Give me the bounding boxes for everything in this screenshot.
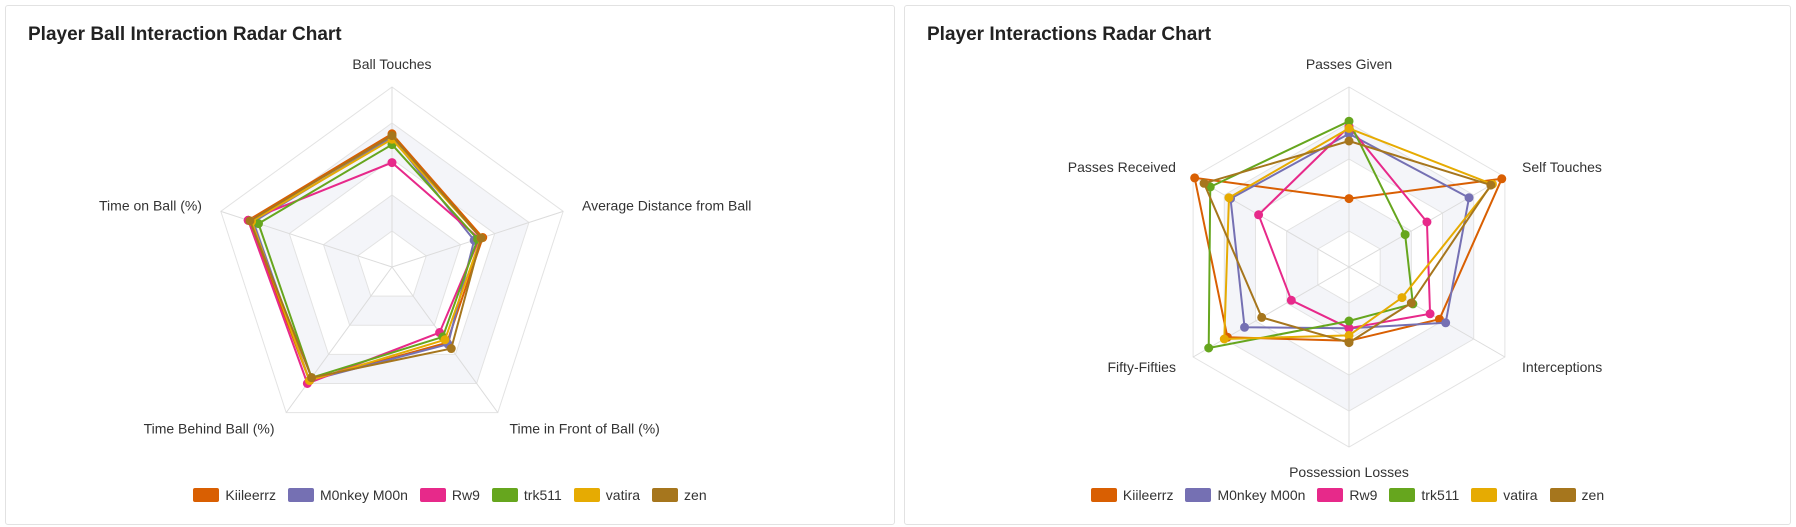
series-line-trk511	[257, 143, 479, 379]
player-interactions-chart-panel: Player Interactions Radar Chart Passes G…	[904, 5, 1791, 525]
data-point-vatira[interactable]	[1224, 193, 1234, 203]
legend-item-m0nkey-m00n[interactable]: M0nkey M00n	[1185, 487, 1305, 503]
legend-label: trk511	[1421, 487, 1460, 503]
legend-swatch	[1317, 488, 1344, 502]
legend-swatch	[491, 488, 518, 502]
legend-label: Rw9	[1349, 487, 1378, 503]
axis-label-self-touches: Self Touches	[1522, 159, 1602, 175]
legend-swatch	[1471, 488, 1498, 502]
ball-interaction-radar: Ball Touches Average Distance from Ball Ti…	[99, 56, 751, 437]
legend-swatch	[1090, 488, 1117, 502]
legend-swatch	[573, 488, 600, 502]
legend-item-m0nkey-m00n[interactable]: M0nkey M00n	[287, 487, 408, 503]
axis-label-time-in-front-of-ball: Time in Front of Ball (%)	[509, 421, 659, 437]
data-point-zen[interactable]	[476, 233, 486, 243]
legend-label: Kiileerrz	[1122, 487, 1174, 503]
legend-label: zen	[684, 487, 707, 503]
axis-label-passes-received: Passes Received	[1068, 159, 1176, 175]
chart-title: Player Interactions Radar Chart	[927, 24, 1212, 45]
data-point-m0nkey-m00n[interactable]	[1441, 318, 1451, 328]
data-point-vatira[interactable]	[440, 335, 450, 345]
data-point-zen[interactable]	[1344, 338, 1354, 348]
legend-label: Rw9	[451, 487, 480, 503]
legend-item-rw9[interactable]: Rw9	[1317, 487, 1377, 503]
legend-item-kiileerrz[interactable]: Kiileerrz	[193, 487, 276, 503]
axis-label-time-behind-ball: Time Behind Ball (%)	[144, 421, 275, 437]
data-point-m0nkey-m00n[interactable]	[1240, 322, 1250, 332]
data-point-vatira[interactable]	[1219, 334, 1229, 344]
axis-label-time-on-ball: Time on Ball (%)	[99, 197, 202, 213]
legend-item-rw9[interactable]: Rw9	[419, 487, 480, 503]
legend-swatch	[193, 488, 220, 502]
data-point-kiileerrz[interactable]	[1344, 194, 1354, 204]
axis-spoke	[1192, 176, 1350, 268]
legend-label: vatira	[1503, 487, 1538, 503]
data-point-kiileerrz[interactable]	[1190, 173, 1200, 183]
legend-item-zen[interactable]: zen	[1549, 487, 1605, 503]
axis-label-ball-touches: Ball Touches	[352, 56, 431, 72]
data-point-rw9[interactable]	[1422, 217, 1432, 227]
data-point-zen[interactable]	[446, 344, 456, 354]
legend-item-kiileerrz[interactable]: Kiileerrz	[1090, 487, 1174, 503]
legend-label: Kiileerrz	[225, 487, 276, 503]
data-point-rw9[interactable]	[1254, 210, 1264, 220]
data-point-rw9[interactable]	[1286, 295, 1296, 305]
legend-swatch	[652, 488, 679, 502]
data-point-zen[interactable]	[1486, 180, 1496, 190]
data-point-zen[interactable]	[1406, 298, 1416, 308]
data-point-zen[interactable]	[1257, 312, 1267, 322]
legend-item-vatira[interactable]: vatira	[573, 487, 641, 503]
data-point-m0nkey-m00n[interactable]	[1464, 193, 1474, 203]
chart-title: Player Ball Interaction Radar Chart	[28, 24, 342, 45]
ball-interaction-chart-panel: Player Ball Interaction Radar Chart Ball…	[5, 5, 895, 525]
axis-label-possession-losses: Possession Losses	[1289, 464, 1409, 480]
legend-swatch	[1185, 488, 1212, 502]
axis-label-passes-given: Passes Given	[1306, 56, 1392, 72]
legend-label: trk511	[523, 487, 562, 503]
legend-swatch	[1549, 488, 1576, 502]
data-point-rw9[interactable]	[387, 158, 397, 168]
data-point-vatira[interactable]	[1397, 293, 1407, 303]
legend-label: vatira	[605, 487, 641, 503]
data-point-trk511[interactable]	[1344, 316, 1354, 326]
data-point-zen[interactable]	[387, 131, 397, 141]
legend-label: M0nkey M00n	[319, 487, 408, 503]
legend-swatch	[287, 488, 314, 502]
legend-label: zen	[1581, 487, 1605, 503]
data-point-trk511[interactable]	[1400, 230, 1410, 240]
data-point-trk511[interactable]	[1204, 343, 1214, 353]
axis-label-interceptions: Interceptions	[1522, 359, 1602, 375]
axis-label-average-distance-from-ball: Average Distance from Ball	[582, 197, 751, 213]
legend-swatch	[419, 488, 446, 502]
legend-item-trk511[interactable]: trk511	[491, 487, 562, 503]
legend-item-zen[interactable]: zen	[652, 487, 707, 503]
legend-label: M0nkey M00n	[1217, 487, 1306, 503]
data-point-zen[interactable]	[1344, 136, 1354, 146]
axis-spoke	[1192, 266, 1350, 358]
data-point-kiileerrz[interactable]	[1497, 174, 1507, 184]
data-point-zen[interactable]	[245, 216, 255, 226]
legend-swatch	[1389, 488, 1416, 502]
data-point-zen[interactable]	[307, 373, 317, 383]
data-point-zen[interactable]	[1199, 178, 1209, 188]
player-interactions-radar: Passes Given Self Touches Interceptions Pos…	[1068, 56, 1602, 480]
data-point-rw9[interactable]	[1425, 309, 1435, 319]
series-line-zen	[248, 134, 483, 379]
data-point-vatira[interactable]	[1344, 123, 1354, 133]
axis-label-fifty-fifties: Fifty-Fifties	[1108, 359, 1176, 375]
legend-item-vatira[interactable]: vatira	[1471, 487, 1538, 503]
legend-item-trk511[interactable]: trk511	[1389, 487, 1459, 503]
axis-spoke	[285, 266, 393, 413]
legend: Kiileerrz M0nkey M00n Rw9 trk511 vatira zen	[6, 487, 894, 503]
legend: Kiileerrz M0nkey M00n Rw9 trk511 vatira zen	[905, 487, 1790, 503]
